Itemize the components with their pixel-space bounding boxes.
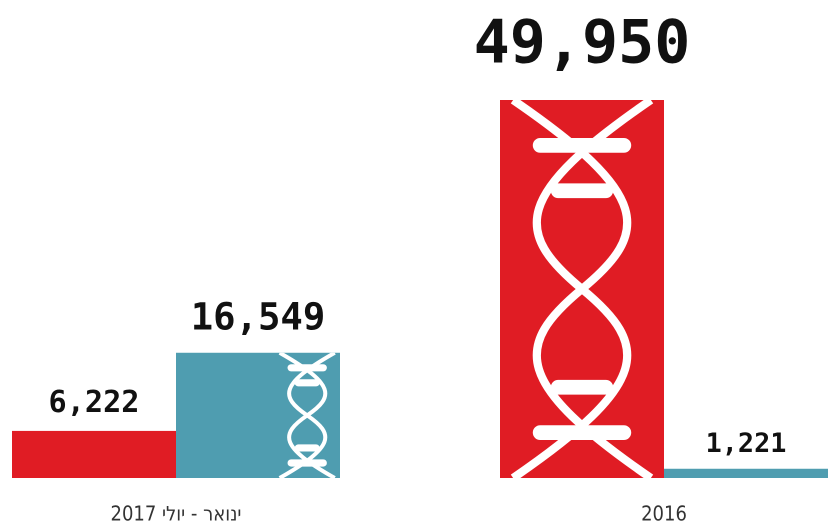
dna-strand (510, 100, 654, 478)
value-label: 1,221 (706, 428, 787, 459)
dna-decoration (278, 352, 336, 478)
dna-rung (294, 444, 320, 452)
bar (664, 468, 828, 478)
dna-rung (532, 137, 632, 153)
value-label: 16,549 (191, 295, 326, 339)
dna-rung (287, 364, 327, 372)
dna-rung (287, 459, 327, 467)
dna-rung (294, 379, 320, 387)
dna-rung (550, 183, 614, 199)
dna-rung (550, 379, 614, 395)
value-label: 49,950 (474, 8, 691, 78)
dna-strand (278, 352, 336, 478)
bar (12, 430, 176, 478)
bar (176, 352, 340, 478)
dna-decoration (510, 100, 654, 478)
dna-rung (532, 425, 632, 441)
category-label: 2016 (641, 502, 687, 526)
value-label: 6,222 (49, 385, 140, 420)
category-label: ינואר - יולי 2017 (111, 502, 242, 526)
